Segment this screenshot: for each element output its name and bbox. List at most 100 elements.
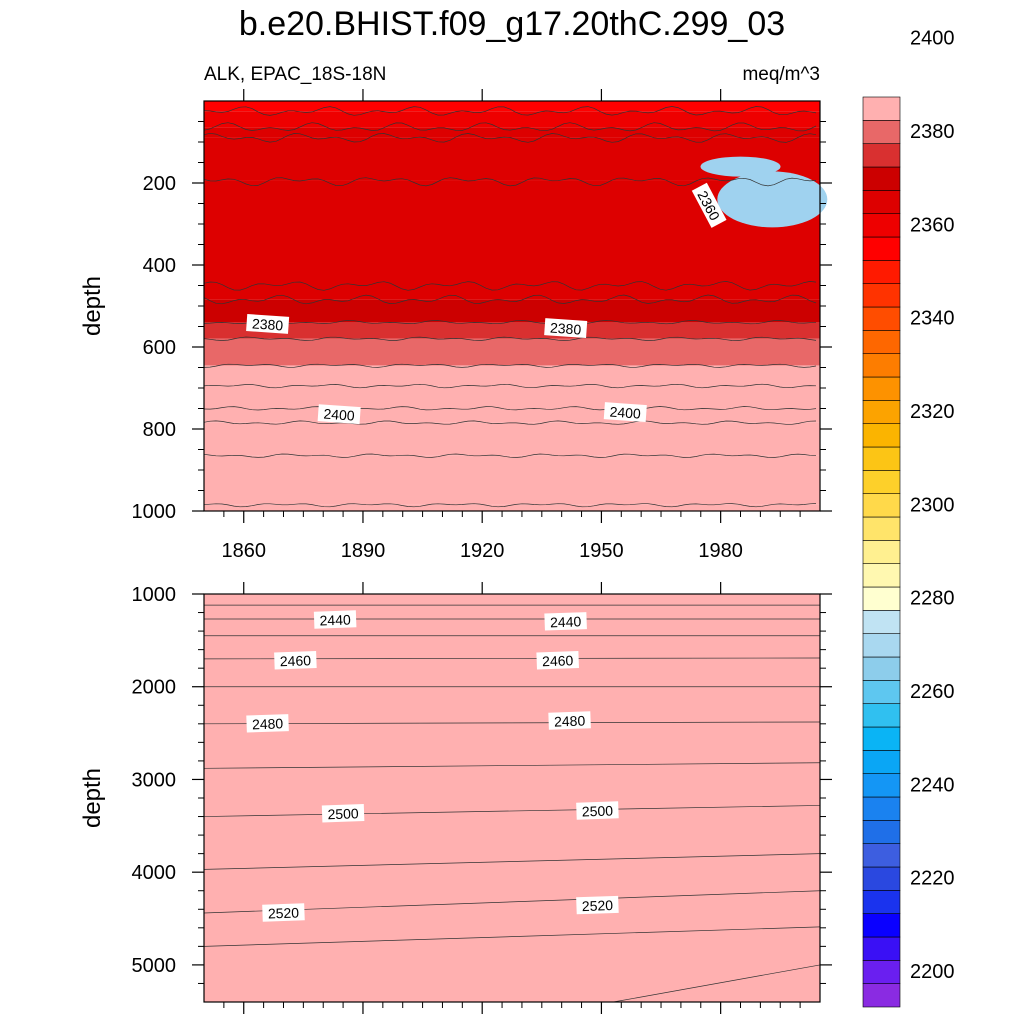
contour-label-text: 2480: [554, 712, 586, 729]
upper-band: [204, 385, 820, 409]
contour-label-bg: [548, 711, 591, 730]
upper-x-tick-label: 1860: [221, 540, 266, 562]
upper-band: [204, 338, 820, 366]
colorbar-label: 2300: [910, 494, 955, 516]
upper-ticks: 200 400 600 800 1000 1860 1890 1920 1950 1980: [132, 89, 832, 562]
colorbar-swatch: [862, 330, 901, 354]
contour-label: 2520: [262, 903, 305, 922]
contour-label: 2480: [246, 714, 289, 733]
contour-label-text: 2400: [609, 404, 641, 422]
lower-band: [204, 926, 820, 1002]
upper-band: [204, 299, 820, 323]
upper-contour-line: [203, 320, 817, 325]
contour-label: 2460: [536, 651, 579, 670]
upper-contour-line: [203, 294, 817, 305]
lower-y-tick-label: 4000: [132, 862, 177, 884]
lower-band: [204, 619, 820, 636]
upper-contour-line: [203, 363, 817, 368]
colorbar-swatch: [862, 236, 901, 261]
colorbar-swatch: [862, 796, 901, 821]
upper-band: [204, 180, 820, 286]
colorbar-swatch: [862, 400, 901, 424]
colorbar-label: 2240: [910, 774, 955, 796]
contour-label-bg: [274, 651, 317, 670]
contour-label: 2400: [603, 402, 647, 423]
contour-label-bg: [317, 404, 361, 425]
contour-label: 2500: [576, 801, 619, 820]
contour-label-bg: [603, 402, 647, 423]
contour-label-bg: [576, 801, 619, 820]
lower-band: [204, 721, 820, 769]
contour-label-bg: [544, 612, 587, 631]
upper-band: [204, 111, 820, 128]
upper-y-tick-label: 600: [143, 337, 176, 359]
colorbar-swatch: [862, 680, 901, 704]
upper-contour-line: [203, 420, 817, 425]
lower-y-tick-label: 5000: [132, 955, 177, 977]
colorbar-swatch: [862, 446, 901, 471]
contour-label-text: 2500: [582, 802, 614, 819]
upper-x-tick-label: 1980: [698, 540, 743, 562]
lower-contour-line: [203, 926, 821, 947]
upper-contour-line: [203, 383, 817, 389]
colorbar-swatch: [862, 960, 901, 984]
upper-y-tick-label: 1000: [132, 501, 177, 523]
upper-x-tick-label: 1950: [579, 540, 624, 562]
lower-panel: 2440 2440 2460 2460 2480 2480 2500 2500 2520 2520…: [79, 582, 832, 1014]
colorbar-label: 2320: [910, 401, 955, 423]
contour-label-text: 2400: [323, 406, 355, 424]
upper-band: [204, 101, 820, 112]
colorbar-swatch: [862, 423, 901, 448]
lower-contour-labels: 2440 2440 2460 2460 2480 2480 2500 2500 2520 2520: [246, 610, 619, 922]
contour-label-text: 2440: [319, 611, 351, 628]
colorbar-swatch: [862, 260, 901, 284]
contour-label-text: 2380: [251, 315, 283, 333]
contour-label: 2520: [576, 895, 619, 915]
contour-label: 2380: [544, 318, 588, 338]
colorbar-swatch: [862, 726, 901, 751]
contour-label-bg: [536, 651, 579, 670]
colorbar-swatch: [862, 166, 901, 191]
colorbar-swatch: [862, 190, 901, 214]
colorbar-swatch: [862, 820, 901, 844]
contour-label-text: 2520: [582, 897, 614, 914]
colorbar-label: 2280: [910, 588, 955, 610]
contour-label-bg: [262, 903, 305, 922]
upper-band: [204, 422, 820, 456]
colorbar: 2200 2220 2240 2260 2280 2300 2320 2340 2360 2380…: [862, 28, 955, 1008]
upper-contour-line: [203, 453, 817, 458]
colorbar-swatch: [862, 890, 901, 914]
colorbar-swatch: [862, 656, 901, 681]
contour-label-text: 2440: [550, 613, 582, 630]
upper-contour-line: [203, 122, 817, 132]
contour-label-text: 2380: [550, 319, 582, 337]
colorbar-swatch: [862, 540, 901, 564]
contour-label-bg: [313, 610, 357, 629]
colorbar-swatch: [862, 866, 901, 891]
colorbar-swatch: [862, 493, 901, 518]
lower-band: [204, 635, 820, 659]
upper-contour-line: [203, 281, 817, 291]
lower-ticks: 1000 2000 3000 4000 5000: [132, 582, 832, 1014]
colorbar-label: 2260: [910, 681, 955, 703]
colorbar-swatch: [862, 213, 901, 238]
contour-label: 2400: [317, 404, 361, 425]
lower-contour-line: [203, 890, 821, 914]
colorbar-swatch: [862, 586, 901, 611]
contour-label-bg: [544, 318, 588, 338]
contour-label: 2440: [544, 612, 587, 631]
lower-y-axis-label: depth: [79, 768, 106, 828]
contour-label: 2380: [246, 314, 290, 334]
upper-band: [204, 322, 820, 339]
variable-label: ALK, EPAC_18S-18N: [204, 64, 386, 85]
lower-band: [204, 657, 820, 687]
contour-label-text: 2460: [542, 652, 574, 669]
colorbar-swatch: [862, 306, 901, 331]
colorbar-swatch: [862, 563, 901, 588]
colorbar-swatch: [862, 283, 901, 308]
upper-x-tick-label: 1920: [460, 540, 505, 562]
lower-band: [204, 890, 820, 947]
colorbar-label: 2340: [910, 308, 955, 330]
